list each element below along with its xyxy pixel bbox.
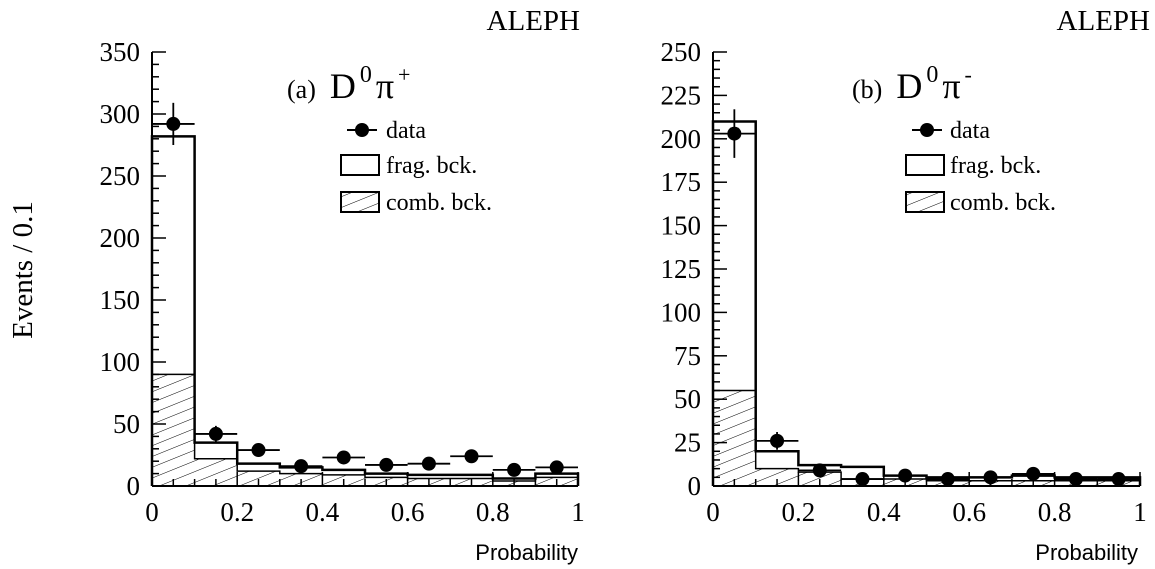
legend-comb-swatch-a [340, 191, 380, 213]
title-pi-a: π [376, 66, 394, 106]
data-point [294, 459, 309, 474]
data-point [549, 460, 564, 475]
panel-title-b: (b) D 0 π - [852, 62, 972, 106]
y-tick-label: 0 [688, 471, 702, 501]
title-d-b: D [896, 66, 922, 106]
panel-tag-a: (a) [287, 75, 316, 104]
plot-area-a: 0 50 100 150 200 250 300 350 0 0.2 0.4 0.6 0.8 1 [100, 37, 585, 527]
data-point [379, 457, 394, 472]
comb-bck-bin [713, 390, 756, 486]
panel-a: ALEPH 0 50 100 150 200 250 300 350 0 0.2 0.4 0.6 0.8… [100, 5, 585, 565]
x-tick-label: 0 [145, 497, 159, 527]
legend-comb-label-b: comb. bck. [950, 190, 1056, 216]
y-tick-label: 200 [100, 223, 141, 253]
y-tick-label: 225 [661, 80, 702, 110]
y-tick-label: 150 [100, 285, 141, 315]
title-d-a: D [330, 66, 356, 106]
data-point [1026, 466, 1041, 481]
panel-b: ALEPH 0 25 50 75 100 125 150 175 200 225 250 0 0.2 0.… [661, 5, 1151, 565]
experiment-label-a: ALEPH [487, 5, 581, 37]
legend-data-marker-b [920, 123, 934, 137]
legend-frag-label-a: frag. bck. [386, 153, 477, 179]
comb-bck-bin [237, 471, 280, 486]
data-point [898, 468, 913, 483]
legend-comb-swatch-b [905, 191, 945, 213]
y-tick-label: 350 [100, 37, 141, 67]
y-tick-label: 200 [661, 124, 702, 154]
legend-b: data frag. bck. comb. bck. [905, 118, 1056, 216]
y-tick-label: 50 [113, 409, 140, 439]
y-axis-label: Events / 0.1 [7, 201, 39, 339]
title-charge-b: - [965, 62, 972, 87]
data-point [812, 463, 827, 478]
x-tick-label: 0.6 [952, 497, 986, 527]
comb-bck-bin [152, 374, 195, 486]
data-point [507, 462, 522, 477]
plot-area-b: 0 25 50 75 100 125 150 175 200 225 250 0 0.2 0.4 0.6 0.… [661, 37, 1147, 527]
y-tick-label: 0 [127, 471, 141, 501]
y-tick-label: 50 [674, 384, 701, 414]
title-sup-b: 0 [926, 62, 938, 88]
x-tick-label: 0 [706, 497, 720, 527]
legend-data-label-b: data [950, 118, 990, 144]
y-tick-label: 100 [661, 297, 702, 327]
y-tick-label: 75 [674, 341, 701, 371]
legend-frag-swatch-b [905, 154, 945, 176]
x-axis-label-a: Probability [475, 540, 578, 565]
title-charge-a: + [398, 62, 410, 87]
data-point [208, 426, 223, 441]
data-point [983, 470, 998, 485]
panel-title-a: (a) D 0 π + [287, 62, 410, 106]
y-tick-label: 250 [661, 37, 702, 67]
y-tick-label: 250 [100, 161, 141, 191]
data-point [166, 116, 181, 131]
legend-a: data frag. bck. comb. bck. [340, 118, 492, 216]
data-point [421, 456, 436, 471]
title-sup-a: 0 [360, 62, 372, 88]
data-point [770, 433, 785, 448]
legend-frag-label-b: frag. bck. [950, 153, 1041, 179]
x-tick-label: 0.2 [782, 497, 816, 527]
x-axis-label-b: Probability [1035, 540, 1138, 565]
x-tick-label: 0.6 [391, 497, 425, 527]
experiment-label-b: ALEPH [1057, 5, 1151, 37]
frag-bck-histogram [150, 135, 580, 486]
comb-bck-bin [755, 468, 799, 486]
x-tick-label: 0.8 [476, 497, 510, 527]
panel-tag-b: (b) [852, 75, 882, 104]
frag-bck-histogram [711, 120, 1142, 486]
x-tick-label: 1 [571, 497, 585, 527]
title-pi-b: π [942, 66, 960, 106]
y-tick-label: 25 [674, 428, 701, 458]
legend-data-label-a: data [386, 118, 426, 144]
data-point [464, 449, 479, 464]
y-tick-label: 175 [661, 167, 702, 197]
y-tick-label: 100 [100, 347, 141, 377]
legend-comb-label-a: comb. bck. [386, 190, 492, 216]
x-tick-label: 0.4 [306, 497, 340, 527]
x-tick-label: 0.4 [867, 497, 901, 527]
data-point [251, 443, 266, 458]
x-tick-label: 0.8 [1038, 497, 1072, 527]
y-tick-label: 125 [661, 254, 702, 284]
legend-frag-swatch-a [340, 154, 380, 176]
legend-data-marker-a [355, 123, 369, 137]
x-tick-label: 1 [1133, 497, 1147, 527]
data-point [727, 126, 742, 141]
y-tick-label: 150 [661, 211, 702, 241]
y-tick-label: 300 [100, 99, 141, 129]
data-point [336, 450, 351, 465]
x-tick-label: 0.2 [220, 497, 254, 527]
